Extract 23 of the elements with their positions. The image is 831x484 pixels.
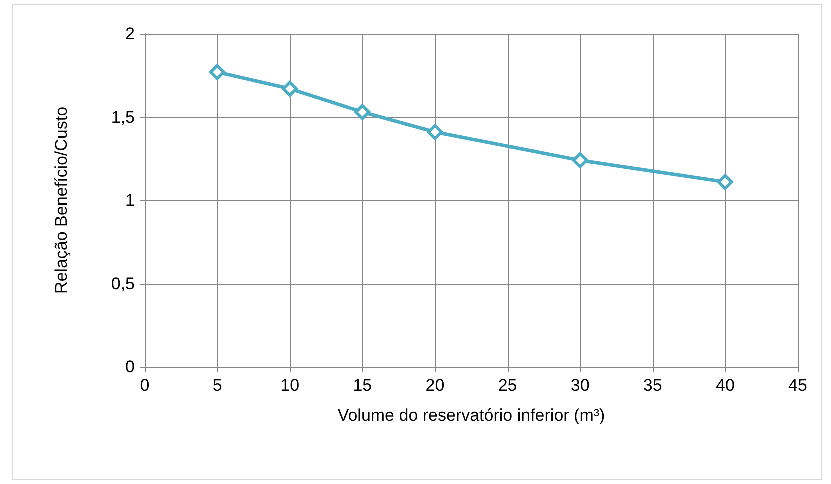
x-tick-label: 0 — [140, 376, 150, 395]
point — [572, 152, 588, 169]
point — [282, 80, 298, 97]
x-tick-label: 30 — [570, 376, 590, 395]
y-tick-label: 1,5 — [111, 108, 135, 127]
x-tick-label: 20 — [426, 376, 445, 395]
point — [210, 64, 226, 80]
x-axis-title: Volume do reservatório inferior (m³) — [338, 406, 606, 425]
y-tick-label: 0 — [126, 358, 135, 376]
x-tick-label: 15 — [353, 376, 372, 395]
x-tick-label: 25 — [498, 376, 518, 395]
x-tick-label: 5 — [212, 376, 222, 395]
x-tick-label: 40 — [716, 376, 735, 395]
point — [354, 104, 371, 120]
y-tick-label: 0,5 — [111, 274, 135, 294]
point — [717, 174, 734, 190]
y-tick-label: 2 — [126, 24, 135, 44]
x-tick-label: 35 — [643, 376, 662, 395]
point — [427, 124, 444, 140]
x-tick-label: 45 — [788, 376, 808, 395]
x-tick-label: 10 — [280, 376, 300, 395]
y-axis-title: Relação Benefício/Custo — [52, 106, 71, 294]
y-tick-label: 1 — [126, 191, 135, 210]
